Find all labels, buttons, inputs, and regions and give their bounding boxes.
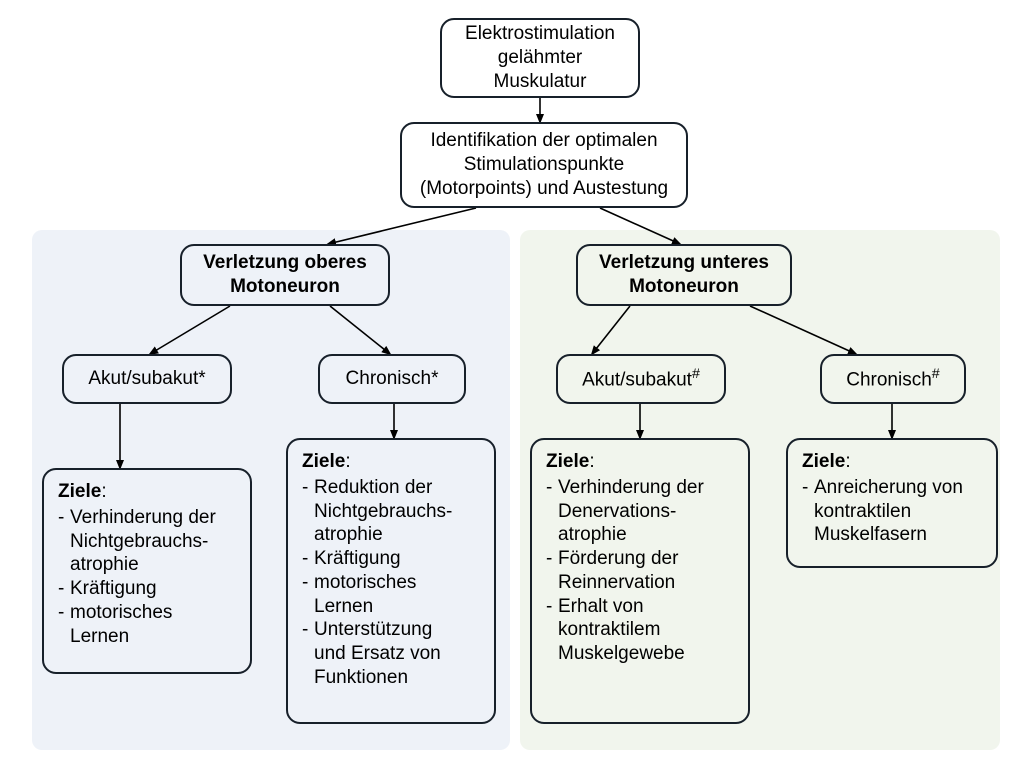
goals-list: Anreicherung vonkontraktilenMuskelfasern	[802, 476, 982, 547]
goal-item: Kräftigung	[302, 547, 480, 571]
goal-item: Anreicherung vonkontraktilenMuskelfasern	[802, 476, 982, 547]
goals-upper-acute: Ziele:Verhinderung derNichtgebrauchs-atr…	[42, 468, 252, 674]
node-lower-label: Verletzung unteresMotoneuron	[590, 251, 778, 299]
node-upper-acute: Akut/subakut*	[62, 354, 232, 404]
node-upper-chronic: Chronisch*	[318, 354, 466, 404]
goal-item: Kräftigung	[58, 577, 236, 601]
goal-item: Verhinderung derDenervations-atrophie	[546, 476, 734, 547]
goal-item: motorischesLernen	[302, 571, 480, 619]
node-lower-chronic-label: Chronisch#	[834, 366, 952, 392]
node-lower-motoneuron: Verletzung unteresMotoneuron	[576, 244, 792, 306]
goals-title: Ziele	[802, 451, 845, 472]
node-lower-acute: Akut/subakut#	[556, 354, 726, 404]
goals-upper-chronic: Ziele:Reduktion derNichtgebrauchs-atroph…	[286, 438, 496, 724]
goals-list: Verhinderung derDenervations-atrophieFör…	[546, 476, 734, 666]
node-upper-acute-label: Akut/subakut*	[76, 367, 218, 391]
goals-title: Ziele	[302, 451, 345, 472]
node-identify-label: Identifikation der optimalenStimulations…	[414, 129, 674, 200]
goal-item: Unterstützungund Ersatz vonFunktionen	[302, 618, 480, 689]
node-upper-chronic-label: Chronisch*	[332, 367, 452, 391]
goals-title: Ziele	[546, 451, 589, 472]
goal-item: Erhalt vonkontraktilemMuskelgewebe	[546, 595, 734, 666]
goal-item: Reduktion derNichtgebrauchs-atrophie	[302, 476, 480, 547]
node-upper-motoneuron: Verletzung oberesMotoneuron	[180, 244, 390, 306]
goals-title: Ziele	[58, 481, 101, 502]
goals-list: Reduktion derNichtgebrauchs-atrophieKräf…	[302, 476, 480, 690]
goals-lower-chronic: Ziele:Anreicherung vonkontraktilenMuskel…	[786, 438, 998, 568]
goals-list: Verhinderung derNichtgebrauchs-atrophieK…	[58, 506, 236, 649]
node-lower-chronic: Chronisch#	[820, 354, 966, 404]
goal-item: Verhinderung derNichtgebrauchs-atrophie	[58, 506, 236, 577]
node-upper-label: Verletzung oberesMotoneuron	[194, 251, 376, 299]
node-root-label: ElektrostimulationgelähmterMuskulatur	[454, 22, 626, 93]
node-lower-acute-label: Akut/subakut#	[570, 366, 712, 392]
goal-item: Förderung derReinnervation	[546, 547, 734, 595]
goals-lower-acute: Ziele:Verhinderung derDenervations-atrop…	[530, 438, 750, 724]
goal-item: motorischesLernen	[58, 601, 236, 649]
node-identify: Identifikation der optimalenStimulations…	[400, 122, 688, 208]
node-root: ElektrostimulationgelähmterMuskulatur	[440, 18, 640, 98]
